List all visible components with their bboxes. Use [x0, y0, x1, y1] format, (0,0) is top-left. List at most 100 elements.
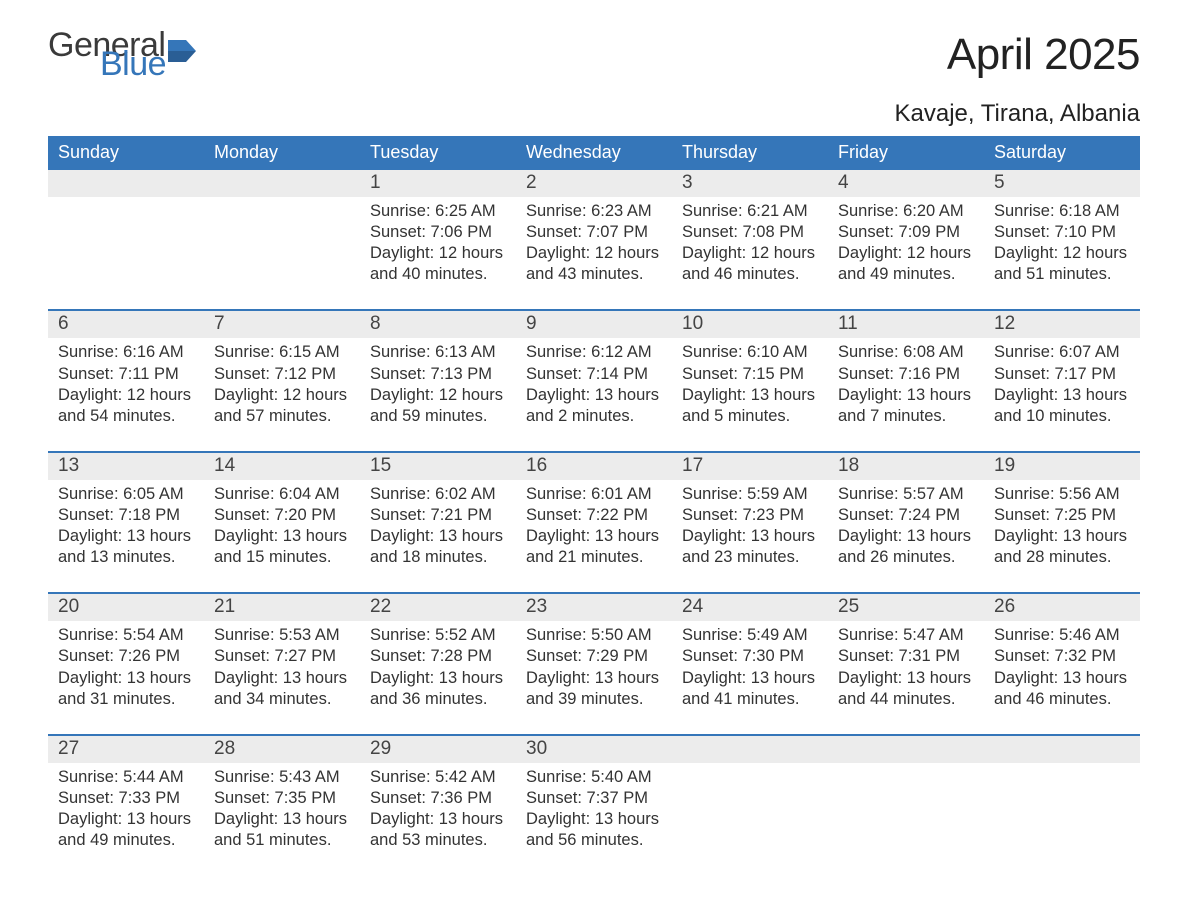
- daylight-line-2: and 2 minutes.: [526, 406, 662, 427]
- sunrise-line: Sunrise: 6:21 AM: [682, 201, 818, 222]
- day-cell: Sunrise: 5:49 AMSunset: 7:30 PMDaylight:…: [672, 621, 828, 727]
- sunrise-line: Sunrise: 6:15 AM: [214, 342, 350, 363]
- dow-monday: Monday: [204, 136, 360, 170]
- sunrise-line: Sunrise: 5:53 AM: [214, 625, 350, 646]
- day-number-band: 6789101112: [48, 311, 1140, 338]
- day-cell: Sunrise: 6:02 AMSunset: 7:21 PMDaylight:…: [360, 480, 516, 586]
- sunset-line: Sunset: 7:13 PM: [370, 364, 506, 385]
- day-cell: Sunrise: 6:15 AMSunset: 7:12 PMDaylight:…: [204, 338, 360, 444]
- day-cell: Sunrise: 5:42 AMSunset: 7:36 PMDaylight:…: [360, 763, 516, 869]
- week-row: 12345Sunrise: 6:25 AMSunset: 7:06 PMDayl…: [48, 170, 1140, 303]
- sunrise-line: Sunrise: 6:08 AM: [838, 342, 974, 363]
- day-number: 15: [360, 453, 516, 480]
- daylight-line-1: Daylight: 13 hours: [994, 526, 1130, 547]
- daylight-line-2: and 51 minutes.: [994, 264, 1130, 285]
- sunset-line: Sunset: 7:35 PM: [214, 788, 350, 809]
- day-cell: [48, 197, 204, 303]
- sunset-line: Sunset: 7:16 PM: [838, 364, 974, 385]
- daylight-line-1: Daylight: 13 hours: [526, 809, 662, 830]
- sunrise-line: Sunrise: 5:47 AM: [838, 625, 974, 646]
- sunset-line: Sunset: 7:23 PM: [682, 505, 818, 526]
- day-cell: Sunrise: 5:47 AMSunset: 7:31 PMDaylight:…: [828, 621, 984, 727]
- sunset-line: Sunset: 7:26 PM: [58, 646, 194, 667]
- daylight-line-2: and 13 minutes.: [58, 547, 194, 568]
- day-cell: Sunrise: 6:13 AMSunset: 7:13 PMDaylight:…: [360, 338, 516, 444]
- location-label: Kavaje, Tirana, Albania: [895, 100, 1141, 128]
- day-cell: Sunrise: 6:05 AMSunset: 7:18 PMDaylight:…: [48, 480, 204, 586]
- sunset-line: Sunset: 7:32 PM: [994, 646, 1130, 667]
- daylight-line-2: and 46 minutes.: [682, 264, 818, 285]
- daylight-line-1: Daylight: 13 hours: [58, 809, 194, 830]
- daylight-line-2: and 49 minutes.: [838, 264, 974, 285]
- day-number: 28: [204, 736, 360, 763]
- day-cell: Sunrise: 5:50 AMSunset: 7:29 PMDaylight:…: [516, 621, 672, 727]
- sunrise-line: Sunrise: 5:44 AM: [58, 767, 194, 788]
- week-content-row: Sunrise: 6:16 AMSunset: 7:11 PM Daylight:…: [48, 338, 1140, 444]
- day-cell: Sunrise: 6:25 AMSunset: 7:06 PMDaylight:…: [360, 197, 516, 303]
- day-cell: Sunrise: 5:43 AMSunset: 7:35 PMDaylight:…: [204, 763, 360, 869]
- week-row: 27282930Sunrise: 5:44 AMSunset: 7:33 PMD…: [48, 734, 1140, 869]
- sunset-line: Sunset: 7:17 PM: [994, 364, 1130, 385]
- daylight-line-1: Daylight: 13 hours: [58, 526, 194, 547]
- sunset-line: Sunset: 7:29 PM: [526, 646, 662, 667]
- daylight-line-1: Daylight: 12 hours: [682, 243, 818, 264]
- day-number: 12: [984, 311, 1140, 338]
- day-of-week-header: Sunday Monday Tuesday Wednesday Thursday…: [48, 136, 1140, 170]
- daylight-line-2: and 7 minutes.: [838, 406, 974, 427]
- daylight-line-1: Daylight: 13 hours: [526, 385, 662, 406]
- daylight-line-2: and 46 minutes.: [994, 689, 1130, 710]
- day-number: 17: [672, 453, 828, 480]
- daylight-line-2: and 18 minutes.: [370, 547, 506, 568]
- daylight-line-1: Daylight: 12 hours: [370, 243, 506, 264]
- day-cell: Sunrise: 5:59 AMSunset: 7:23 PMDaylight:…: [672, 480, 828, 586]
- sunrise-line: Sunrise: 5:49 AM: [682, 625, 818, 646]
- sunrise-line: Sunrise: 6:20 AM: [838, 201, 974, 222]
- daylight-line-2: and 31 minutes.: [58, 689, 194, 710]
- day-cell: [984, 763, 1140, 869]
- day-number: 22: [360, 594, 516, 621]
- day-cell: Sunrise: 6:04 AMSunset: 7:20 PMDaylight:…: [204, 480, 360, 586]
- sunrise-line: Sunrise: 5:57 AM: [838, 484, 974, 505]
- day-cell: Sunrise: 6:01 AMSunset: 7:22 PMDaylight:…: [516, 480, 672, 586]
- daylight-line-1: Daylight: 12 hours: [370, 385, 506, 406]
- day-number: 8: [360, 311, 516, 338]
- daylight-line-1: Daylight: 13 hours: [838, 385, 974, 406]
- sunset-line: Sunset: 7:28 PM: [370, 646, 506, 667]
- daylight-line-2: and 34 minutes.: [214, 689, 350, 710]
- daylight-line-2: and 56 minutes.: [526, 830, 662, 851]
- daylight-line-2: and 54 minutes.: [58, 406, 194, 427]
- day-number: 23: [516, 594, 672, 621]
- day-cell: [672, 763, 828, 869]
- daylight-line-2: and 23 minutes.: [682, 547, 818, 568]
- day-number: 27: [48, 736, 204, 763]
- dow-wednesday: Wednesday: [516, 136, 672, 170]
- sunrise-line: Sunrise: 5:42 AM: [370, 767, 506, 788]
- sunrise-line: Sunrise: 6:18 AM: [994, 201, 1130, 222]
- day-cell: Sunrise: 6:21 AMSunset: 7:08 PMDaylight:…: [672, 197, 828, 303]
- sunrise-line: Sunrise: 6:10 AM: [682, 342, 818, 363]
- sunrise-line: Sunrise: 6:16 AM: [58, 342, 194, 363]
- daylight-line-2: and 15 minutes.: [214, 547, 350, 568]
- day-cell: Sunrise: 6:23 AMSunset: 7:07 PMDaylight:…: [516, 197, 672, 303]
- weeks-container: 12345Sunrise: 6:25 AMSunset: 7:06 PMDayl…: [48, 170, 1140, 869]
- day-cell: Sunrise: 5:56 AMSunset: 7:25 PMDaylight:…: [984, 480, 1140, 586]
- day-number: 20: [48, 594, 204, 621]
- day-cell: Sunrise: 5:54 AMSunset: 7:26 PMDaylight:…: [48, 621, 204, 727]
- day-number: [984, 736, 1140, 763]
- sunset-line: Sunset: 7:33 PM: [58, 788, 194, 809]
- sunset-line: Sunset: 7:11 PM: [58, 364, 194, 385]
- day-number: 7: [204, 311, 360, 338]
- week-content-row: Sunrise: 5:44 AMSunset: 7:33 PMDaylight:…: [48, 763, 1140, 869]
- daylight-line-2: and 21 minutes.: [526, 547, 662, 568]
- sunset-line: Sunset: 7:09 PM: [838, 222, 974, 243]
- daylight-line-2: and 41 minutes.: [682, 689, 818, 710]
- day-cell: Sunrise: 6:08 AMSunset: 7:16 PMDaylight:…: [828, 338, 984, 444]
- day-number-band: 13141516171819: [48, 453, 1140, 480]
- brand-logo: General Blue: [48, 30, 196, 79]
- daylight-line-2: and 39 minutes.: [526, 689, 662, 710]
- daylight-line-1: Daylight: 13 hours: [214, 809, 350, 830]
- day-cell: Sunrise: 5:52 AMSunset: 7:28 PMDaylight:…: [360, 621, 516, 727]
- sunset-line: Sunset: 7:10 PM: [994, 222, 1130, 243]
- daylight-line-2: and 36 minutes.: [370, 689, 506, 710]
- daylight-line-2: and 10 minutes.: [994, 406, 1130, 427]
